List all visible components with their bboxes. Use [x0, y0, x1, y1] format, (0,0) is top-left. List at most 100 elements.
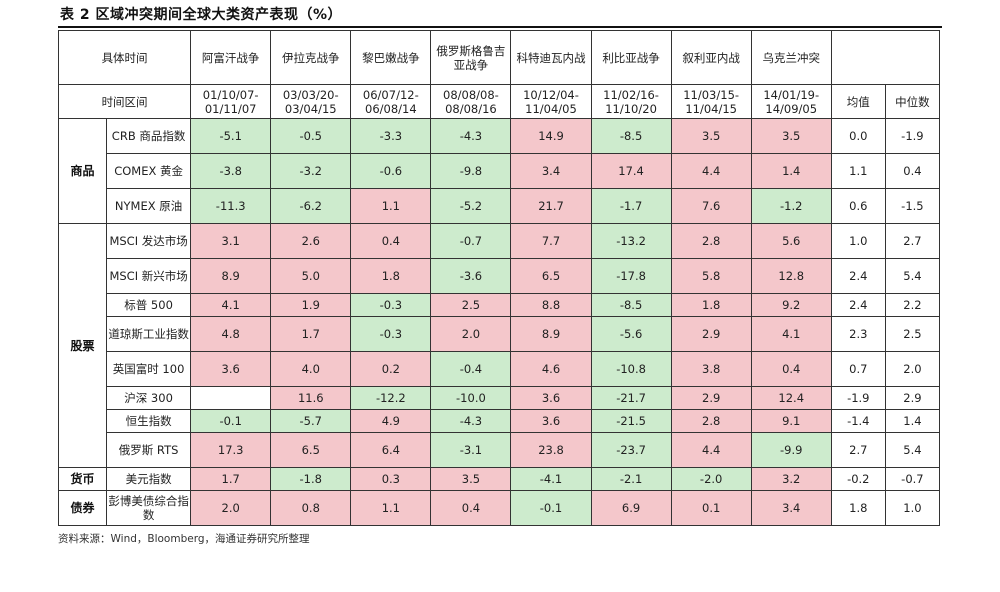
- value-cell: 4.9: [350, 409, 432, 433]
- row-label: MSCI 新兴市场: [106, 258, 192, 294]
- value-cell: 7.7: [510, 223, 592, 259]
- value-cell: -3.3: [350, 118, 432, 154]
- value-cell: 6.9: [590, 490, 672, 526]
- value-cell: 1.7: [190, 467, 272, 491]
- value-cell: 8.9: [510, 316, 592, 352]
- value-cell: -0.3: [350, 316, 432, 352]
- median-cell: 2.9: [884, 386, 941, 410]
- value-cell: 0.4: [350, 223, 432, 259]
- value-cell: 23.8: [510, 432, 592, 468]
- value-cell: -21.7: [590, 386, 672, 410]
- asset-performance-table: 具体时间 阿富汗战争 伊拉克战争 黎巴嫩战争 俄罗斯格鲁吉亚战争 科特迪瓦内战 利比亚战争叙…: [57, 30, 941, 526]
- value-cell: -11.3: [190, 188, 272, 224]
- value-cell: 21.7: [510, 188, 592, 224]
- value-cell: 3.6: [190, 351, 272, 387]
- value-cell: 3.2: [750, 467, 832, 491]
- value-cell: 0.8: [270, 490, 352, 526]
- table-row: 英国富时 100 3.6 4.0 0.2 -0.4 4.6 -10.8 3.8 0.4 0.7 2.…: [59, 351, 941, 387]
- value-cell: -0.6: [350, 153, 432, 189]
- value-cell: 9.2: [750, 293, 832, 317]
- row-label: 英国富时 100: [106, 351, 192, 387]
- median-cell: 2.5: [884, 316, 941, 352]
- median-cell: 5.4: [884, 258, 941, 294]
- value-cell: -4.3: [430, 409, 512, 433]
- value-cell: 2.9: [670, 386, 752, 410]
- value-cell: 11.6: [270, 386, 352, 410]
- value-cell: -0.5: [270, 118, 352, 154]
- median-cell: 0.4: [884, 153, 941, 189]
- value-cell: -1.8: [270, 467, 352, 491]
- header-event-name: 利比亚战争: [590, 30, 672, 85]
- median-cell: 5.4: [884, 432, 941, 468]
- value-cell: -9.9: [750, 432, 832, 468]
- header-event-name: 阿富汗战争: [190, 30, 272, 85]
- header-event-name: 乌克兰冲突: [750, 30, 832, 85]
- table-row: MSCI 新兴市场 8.9 5.0 1.8 -3.6 6.5 -17.8 5.8 12.8 2.4…: [59, 258, 941, 294]
- mean-cell: -1.4: [830, 409, 886, 433]
- header-event-period: 11/03/15-11/04/15: [670, 84, 752, 119]
- value-cell: 2.9: [670, 316, 752, 352]
- value-cell: -12.2: [350, 386, 432, 410]
- value-cell: 0.4: [430, 490, 512, 526]
- value-cell: 1.7: [270, 316, 352, 352]
- value-cell: -1.7: [590, 188, 672, 224]
- value-cell: [190, 386, 272, 410]
- header-label-time: 具体时间: [57, 30, 192, 85]
- row-label: COMEX 黄金: [106, 153, 192, 189]
- value-cell: -0.4: [430, 351, 512, 387]
- table-row: 俄罗斯 RTS 17.3 6.5 6.4 -3.1 23.8 -23.7 4.4 -9.9 2.7…: [59, 432, 941, 468]
- value-cell: -3.8: [190, 153, 272, 189]
- table-row: NYMEX 原油 -11.3 -6.2 1.1 -5.2 21.7 -1.7 7.6 -1.2 0…: [59, 188, 941, 224]
- value-cell: 4.1: [750, 316, 832, 352]
- header-event-name: 科特迪瓦内战: [510, 30, 592, 85]
- value-cell: 2.5: [430, 293, 512, 317]
- header-event-period: 06/07/12-06/08/14: [350, 84, 432, 119]
- value-cell: 6.5: [270, 432, 352, 468]
- value-cell: -0.1: [510, 490, 592, 526]
- table-row: 标普 500 4.1 1.9 -0.3 2.5 8.8 -8.5 1.8 9.2 2.4 2.2: [59, 293, 941, 317]
- value-cell: 17.3: [190, 432, 272, 468]
- row-label: 彭博美债综合指数: [106, 490, 192, 526]
- median-cell: -1.5: [884, 188, 941, 224]
- header-event-period: 11/02/16-11/10/20: [590, 84, 672, 119]
- value-cell: -5.6: [590, 316, 672, 352]
- value-cell: -10.0: [430, 386, 512, 410]
- group-label: 货币: [57, 467, 108, 491]
- table-title: 表 2 区域冲突期间全球大类资产表现（%）: [60, 7, 343, 23]
- value-cell: 3.5: [430, 467, 512, 491]
- group-label: 股票: [57, 223, 108, 468]
- row-label: CRB 商品指数: [106, 118, 192, 154]
- value-cell: 2.6: [270, 223, 352, 259]
- header-event-name: 黎巴嫩战争: [350, 30, 432, 85]
- value-cell: -0.1: [190, 409, 272, 433]
- value-cell: 1.8: [670, 293, 752, 317]
- header-blank: [830, 30, 941, 85]
- value-cell: -3.1: [430, 432, 512, 468]
- row-label: 沪深 300: [106, 386, 192, 410]
- title-divider: [58, 26, 942, 28]
- value-cell: 3.4: [750, 490, 832, 526]
- table-row: 恒生指数 -0.1 -5.7 4.9 -4.3 3.6 -21.5 2.8 9.1 -1.4 1.4: [59, 409, 941, 433]
- value-cell: 12.4: [750, 386, 832, 410]
- row-label: 标普 500: [106, 293, 192, 317]
- value-cell: 1.1: [350, 188, 432, 224]
- value-cell: 2.8: [670, 223, 752, 259]
- mean-cell: 0.0: [830, 118, 886, 154]
- mean-cell: 0.7: [830, 351, 886, 387]
- value-cell: 4.6: [510, 351, 592, 387]
- table-row: 沪深 300 11.6 -12.2 -10.0 3.6 -21.7 2.9 12.4 -1.9 2…: [59, 386, 941, 410]
- value-cell: 7.6: [670, 188, 752, 224]
- median-cell: -1.9: [884, 118, 941, 154]
- value-cell: 1.8: [350, 258, 432, 294]
- table-row: 债券 彭博美债综合指数 2.0 0.8 1.1 0.4 -0.1 6.9 0.1 3.4 1.8 1.…: [57, 490, 941, 526]
- table-row: COMEX 黄金 -3.8 -3.2 -0.6 -9.8 3.4 17.4 4.4 1.4 1.1…: [59, 153, 941, 189]
- value-cell: -2.0: [670, 467, 752, 491]
- value-cell: 4.1: [190, 293, 272, 317]
- header-event-name: 叙利亚内战: [670, 30, 752, 85]
- value-cell: -9.8: [430, 153, 512, 189]
- value-cell: -5.1: [190, 118, 272, 154]
- table-row: 货币 美元指数 1.7 -1.8 0.3 3.5 -4.1 -2.1 -2.0 3.2 -0.2 -0…: [57, 467, 941, 491]
- median-cell: 2.2: [884, 293, 941, 317]
- value-cell: 0.1: [670, 490, 752, 526]
- header-event-period: 10/12/04-11/04/05: [510, 84, 592, 119]
